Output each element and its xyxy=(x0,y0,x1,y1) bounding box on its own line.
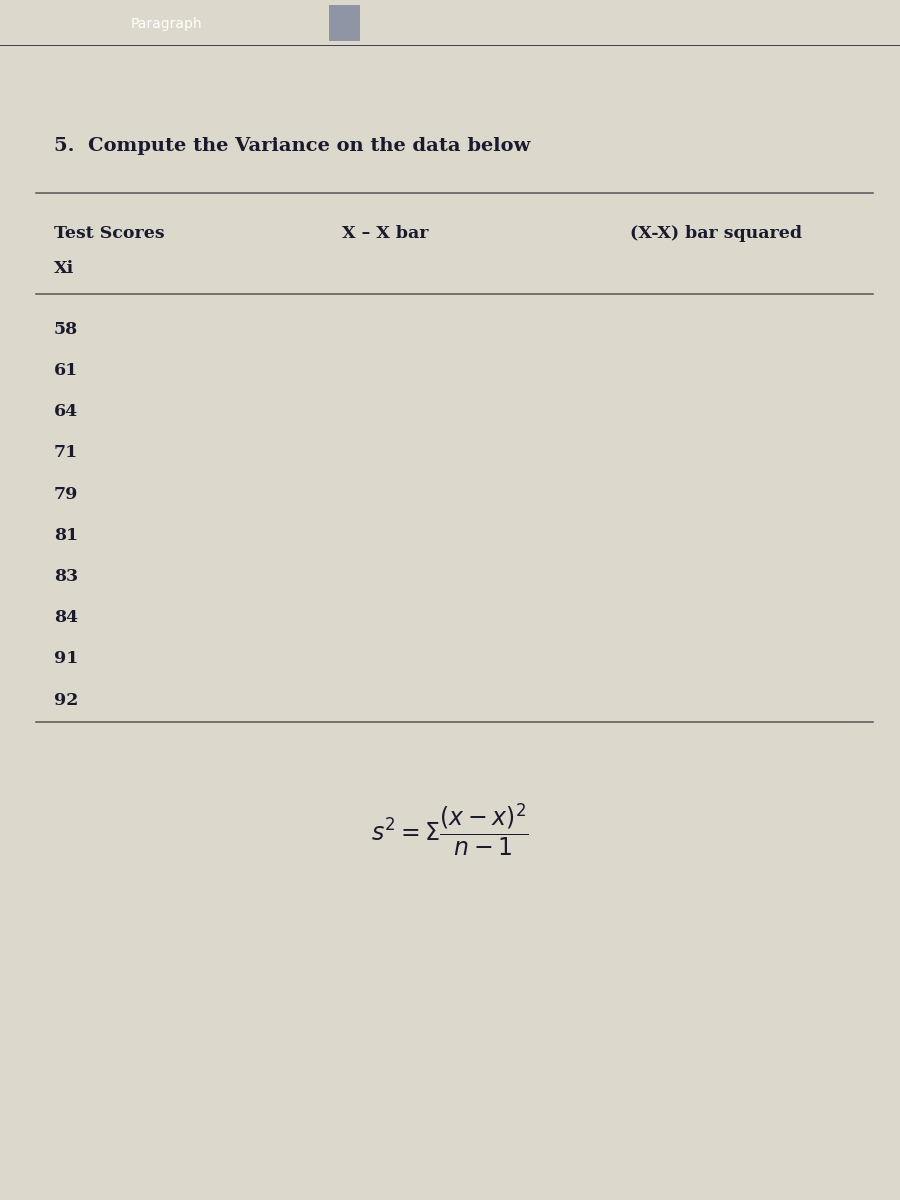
Text: 83: 83 xyxy=(54,568,78,584)
Text: 61: 61 xyxy=(54,362,78,379)
Text: Paragraph: Paragraph xyxy=(130,17,202,31)
Text: $s^2 = \Sigma\dfrac{(x - x)^2}{n - 1}$: $s^2 = \Sigma\dfrac{(x - x)^2}{n - 1}$ xyxy=(372,802,528,858)
Text: 92: 92 xyxy=(54,691,78,708)
Text: Test Scores: Test Scores xyxy=(54,226,165,242)
Text: 58: 58 xyxy=(54,320,78,337)
Bar xyxy=(328,5,360,41)
Text: X – X bar: X – X bar xyxy=(342,226,428,242)
Text: 5.  Compute the Variance on the data below: 5. Compute the Variance on the data belo… xyxy=(54,137,530,155)
Text: 91: 91 xyxy=(54,650,78,667)
Text: 64: 64 xyxy=(54,403,78,420)
Text: 79: 79 xyxy=(54,486,78,503)
Text: 84: 84 xyxy=(54,610,78,626)
Text: Xi: Xi xyxy=(54,259,74,277)
Text: 71: 71 xyxy=(54,444,78,461)
Text: 81: 81 xyxy=(54,527,78,544)
Text: (X-X) bar squared: (X-X) bar squared xyxy=(630,226,802,242)
